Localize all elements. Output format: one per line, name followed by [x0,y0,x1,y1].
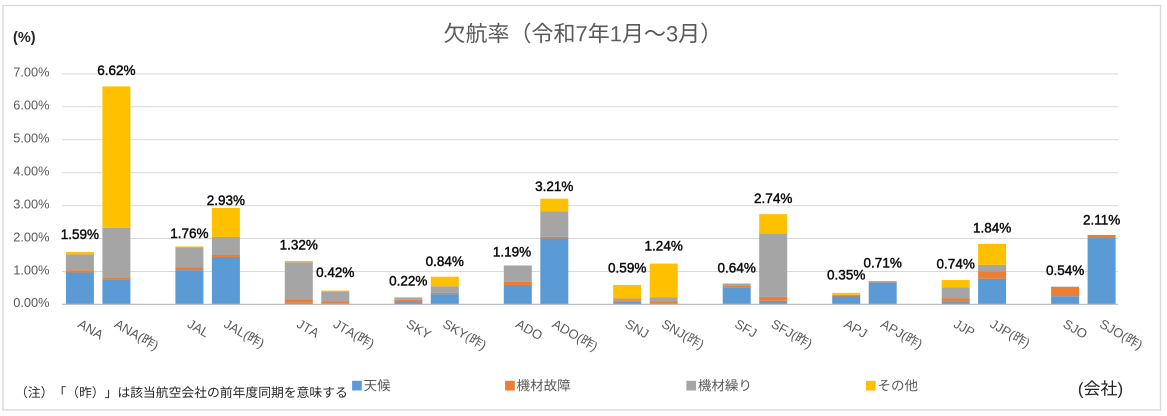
svg-text:1.32%: 1.32% [280,238,318,253]
svg-text:0.59%: 0.59% [608,260,646,275]
svg-text:7.00%: 7.00% [13,65,49,80]
svg-text:6.62%: 6.62% [97,63,135,78]
svg-text:3.00%: 3.00% [13,196,49,211]
svg-text:3.21%: 3.21% [535,179,573,194]
svg-text:4.00%: 4.00% [13,164,49,179]
svg-text:6.00%: 6.00% [13,98,49,113]
svg-text:2.74%: 2.74% [754,191,792,206]
svg-text:(%): (%) [13,30,36,46]
svg-text:0.74%: 0.74% [937,257,975,272]
svg-text:0.42%: 0.42% [316,265,354,280]
svg-text:0.35%: 0.35% [827,268,865,283]
svg-text:2.11%: 2.11% [1083,212,1120,227]
svg-text:0.22%: 0.22% [389,273,427,288]
svg-text:1.76%: 1.76% [170,226,208,241]
svg-text:2.00%: 2.00% [13,229,49,244]
svg-text:0.64%: 0.64% [718,261,756,276]
svg-text:2.93%: 2.93% [207,193,245,208]
svg-text:1.24%: 1.24% [645,239,683,254]
svg-text:0.00%: 0.00% [13,295,49,310]
svg-text:1.19%: 1.19% [493,244,531,259]
svg-text:5.00%: 5.00% [13,131,49,146]
svg-text:0.84%: 0.84% [426,254,464,269]
svg-text:0.54%: 0.54% [1046,263,1084,278]
svg-text:1.00%: 1.00% [13,262,49,277]
svg-text:1.59%: 1.59% [61,227,99,242]
svg-text:0.71%: 0.71% [864,255,902,270]
svg-text:1.84%: 1.84% [973,221,1011,236]
